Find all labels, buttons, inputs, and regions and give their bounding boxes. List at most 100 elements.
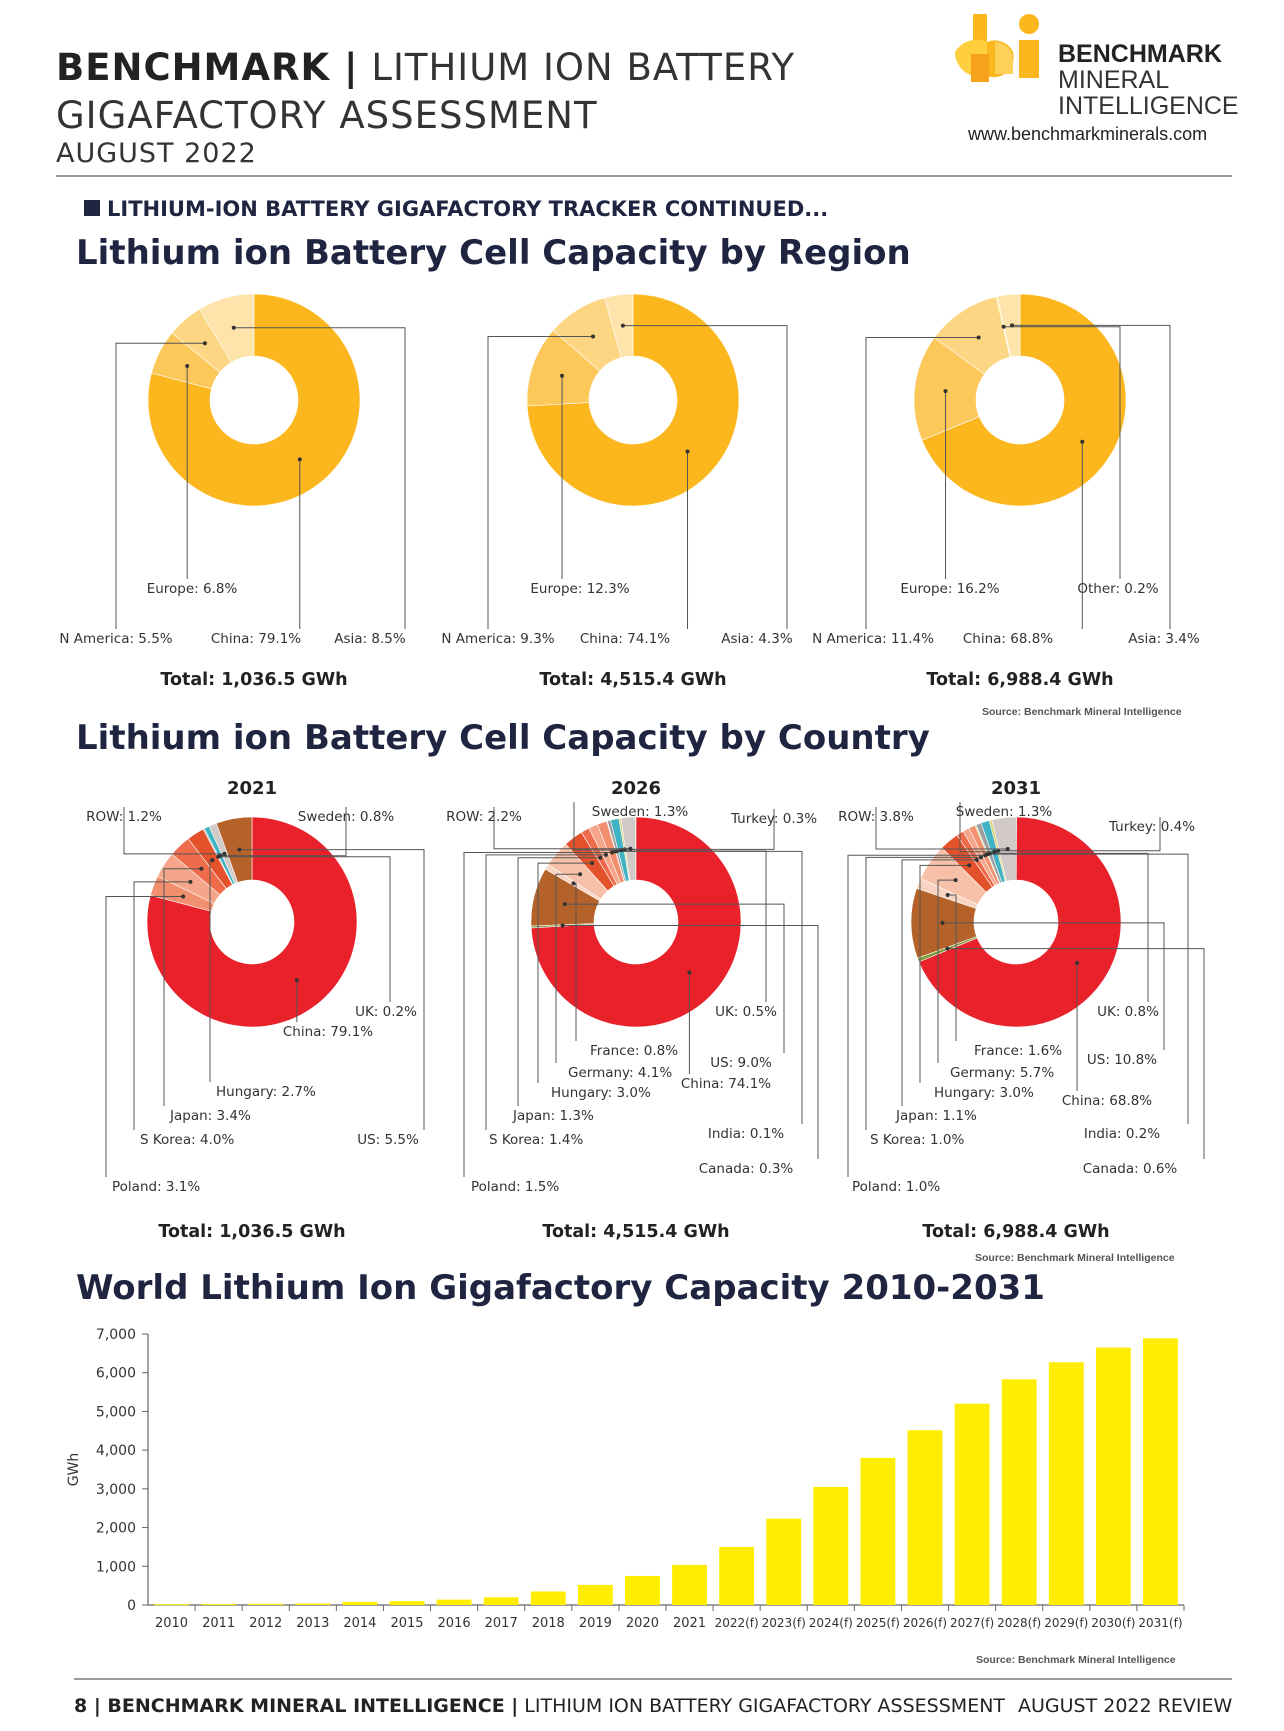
- bar-2012: [248, 1603, 284, 1605]
- country-2026-leader-canada: [562, 924, 819, 1159]
- country-2021-leader-poland: [105, 895, 184, 1177]
- region-2026-label-n-america: N America: 9.3%: [441, 631, 554, 647]
- region-2021-leader-dot-china: [297, 457, 302, 462]
- country-2031-year-label: 2031: [991, 778, 1041, 799]
- country-2026-label-turkey: Turkey: 0.3%: [730, 811, 817, 827]
- region-2026-slice-china: [526, 293, 740, 507]
- region-2031-label-europe: Europe: 16.2%: [900, 581, 999, 597]
- region-2021-label-europe: Europe: 6.8%: [147, 581, 238, 597]
- region-2026-leader-dot-china: [685, 449, 690, 454]
- country-2021-leader-dot-row: [222, 851, 227, 856]
- country-2031-label-sweden: Sweden: 1.3%: [956, 804, 1053, 820]
- benchmark-logo-icon: [955, 14, 1039, 82]
- country-2031-leader-dot-turkey: [996, 848, 1001, 853]
- country-2026-label-hungary: Hungary: 3.0%: [551, 1085, 651, 1101]
- region-chart-title: Lithium ion Battery Cell Capacity by Reg…: [76, 233, 911, 273]
- y-tick-label: 2,000: [96, 1521, 136, 1537]
- footer-left: 8 | BENCHMARK MINERAL INTELLIGENCE | LIT…: [74, 1695, 1005, 1717]
- country-2021-leader-dot-poland: [181, 894, 186, 899]
- website-link[interactable]: www.benchmarkminerals.com: [968, 124, 1208, 144]
- x-tick-label: 2021: [673, 1616, 706, 1631]
- bar-2026-f: [907, 1430, 943, 1605]
- footer-report-name: LITHIUM ION BATTERY GIGAFACTORY ASSESSME…: [524, 1695, 1006, 1717]
- section-marker: [84, 200, 100, 216]
- bar-2031-f: [1143, 1338, 1178, 1605]
- country-2026-label-japan: Japan: 1.3%: [512, 1108, 594, 1124]
- y-tick-label: 1,000: [96, 1559, 136, 1575]
- region-2031-leader-dot-asia: [1010, 323, 1015, 328]
- country-2026-slice-china: [530, 816, 742, 1028]
- country-2031-leader-dot-germany: [953, 878, 958, 883]
- country-2026-leader-dot-us: [562, 902, 567, 907]
- country-2031-leader-india: [987, 853, 1189, 1124]
- country-2021-label-s-korea: S Korea: 4.0%: [140, 1132, 234, 1148]
- country-2021-leader-s-korea: [133, 881, 191, 1130]
- country-2031-slice-china: [918, 816, 1122, 1028]
- world-chart-title: World Lithium Ion Gigafactory Capacity 2…: [76, 1268, 1045, 1308]
- bar-2010: [154, 1604, 189, 1606]
- country-2031-leader-dot-us: [940, 920, 945, 925]
- x-tick-label: 2026(f): [903, 1616, 947, 1630]
- bar-source-note: Source: Benchmark Mineral Intelligence: [976, 1654, 1176, 1666]
- country-2021-leader-us: [239, 849, 425, 1130]
- logo-text-mineral: MINERAL: [1058, 66, 1170, 94]
- x-tick-label: 2020: [626, 1616, 659, 1631]
- bar-2019: [577, 1584, 613, 1605]
- country-2026-leader-germany: [555, 873, 581, 1063]
- y-tick-label: 5,000: [96, 1404, 136, 1420]
- country-2026-label-poland: Poland: 1.5%: [471, 1179, 559, 1195]
- country-2021-label-sweden: Sweden: 0.8%: [298, 809, 395, 825]
- country-2031-label-us: US: 10.8%: [1087, 1052, 1157, 1068]
- region-2031-leader-dot-china: [1080, 439, 1085, 444]
- country-2026-year-label: 2026: [611, 778, 661, 799]
- country-2021-label-china: China: 79.1%: [283, 1024, 373, 1040]
- y-tick-label: 4,000: [96, 1443, 136, 1459]
- region-2021-label-n-america: N America: 5.5%: [59, 631, 172, 647]
- x-tick-label: 2016: [438, 1616, 471, 1631]
- country-2021-panel: 2021 China: 79.1% Poland: 3.1% S Korea: 4.0…: [86, 778, 425, 1242]
- country-2021-label-us: US: 5.5%: [357, 1132, 419, 1148]
- country-2031-leader-poland: [847, 854, 986, 1177]
- country-2026-label-s-korea: S Korea: 1.4%: [489, 1132, 583, 1148]
- country-2031-leader-dot-canada: [945, 946, 950, 951]
- country-2031-leader-japan: [901, 859, 977, 1106]
- region-2031-leader-dot-other: [1001, 324, 1006, 329]
- country-2031-label-s-korea: S Korea: 1.0%: [870, 1132, 964, 1148]
- country-2031-leader-turkey: [998, 817, 1161, 852]
- country-2031-leader-sweden: [959, 802, 995, 853]
- bar-2027-f: [954, 1403, 990, 1605]
- country-2031-panel: 2031 China: 68.8% Canada: 0.6% US: 10.8% Fra…: [838, 778, 1205, 1242]
- country-2026-leader-dot-japan: [598, 855, 603, 860]
- country-2021-leader-dot-s-korea: [188, 879, 193, 884]
- country-2031-leader-dot-hungary: [967, 863, 972, 868]
- country-2031-leader-dot-japan: [974, 857, 979, 862]
- country-2031-label-turkey: Turkey: 0.4%: [1108, 819, 1195, 835]
- country-2026-leader-dot-germany: [578, 872, 583, 877]
- country-2021-label-row: ROW: 1.2%: [86, 809, 162, 825]
- x-tick-label: 2019: [579, 1616, 612, 1631]
- country-2026-leader-us: [564, 903, 785, 1053]
- region-2026-label-europe: Europe: 12.3%: [530, 581, 629, 597]
- bar-2015: [389, 1601, 425, 1605]
- country-2026-panel: 2026 China: 74.1% Canada: 0.3% US: 9.0% Fran…: [446, 778, 819, 1242]
- country-2031-leader-dot-china: [1075, 960, 1080, 965]
- bar-2014: [342, 1601, 378, 1605]
- country-2026-label-canada: Canada: 0.3%: [699, 1161, 794, 1177]
- region-2031-label-other: Other: 0.2%: [1077, 581, 1158, 597]
- x-tick-label: 2013: [296, 1616, 329, 1631]
- x-tick-label: 2018: [532, 1616, 565, 1631]
- country-2031-label-china: China: 68.8%: [1062, 1093, 1152, 1109]
- country-2031-leader-hungary: [919, 864, 970, 1083]
- country-2026-leader-dot-france: [571, 881, 576, 886]
- country-2031-label-india: India: 0.2%: [1084, 1126, 1160, 1142]
- country-2026-leader-dot-row: [628, 846, 633, 851]
- x-tick-label: 2014: [343, 1616, 376, 1631]
- country-2031-leader-dot-s-korea: [978, 855, 983, 860]
- country-2026-slice-unlabelled: [635, 817, 636, 881]
- region-2021-leader-dot-asia: [231, 325, 236, 330]
- x-tick-label: 2027(f): [950, 1616, 994, 1630]
- x-tick-label: 2031(f): [1138, 1616, 1182, 1630]
- region-2026-leader-dot-asia: [620, 323, 625, 328]
- page-title-line2: GIGAFACTORY ASSESSMENT: [56, 94, 598, 137]
